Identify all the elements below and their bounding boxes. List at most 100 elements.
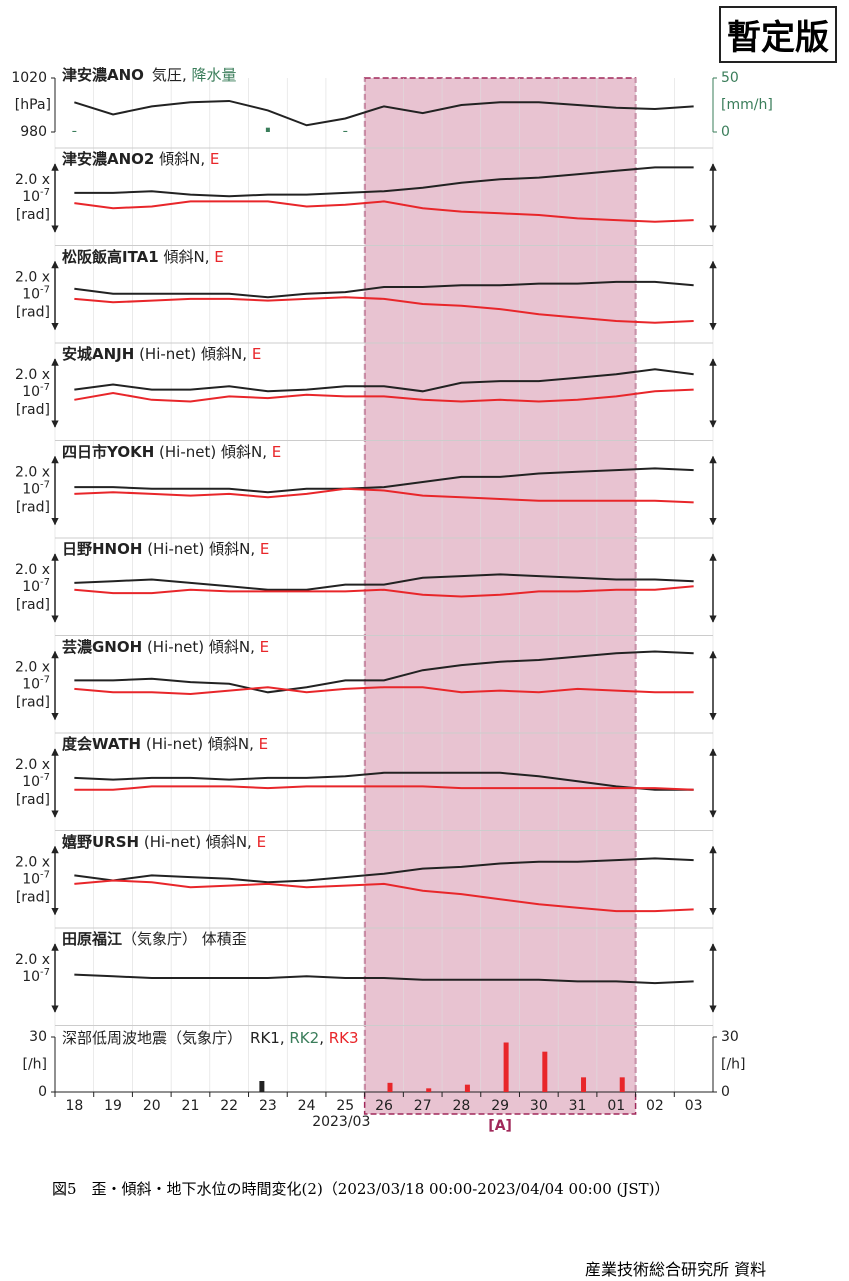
scale-base: 10 [22, 189, 40, 205]
tilt-line [74, 857, 694, 884]
x-tick-label: 03 [685, 1098, 703, 1114]
y2-tick-label: 50 [721, 70, 739, 86]
legend-entry: RK2 [289, 1029, 328, 1047]
legend-entry: N [193, 248, 214, 266]
x-tick-label: 19 [104, 1098, 122, 1114]
x-tick-label: 23 [259, 1098, 277, 1114]
eq-bar [503, 1042, 509, 1092]
eq-bar [387, 1082, 393, 1092]
x-tick-label: 01 [607, 1098, 625, 1114]
station-name: 芸濃GNOH [62, 637, 143, 656]
scale-label: 2.0 x [15, 952, 50, 968]
x-tick-label: 21 [182, 1098, 200, 1114]
x-tick-label: 28 [452, 1098, 470, 1114]
tilt-line [74, 388, 694, 403]
scale-power: 10-7 [22, 870, 50, 888]
scale-label: 2.0 x [15, 270, 50, 286]
panel-subtitle: (Hi-net) 傾斜 [142, 540, 240, 558]
scale-unit: [rad] [16, 207, 50, 223]
scale-label: 2.0 x [15, 367, 50, 383]
scale-power: 10-7 [22, 480, 50, 498]
scale-label: 2.0 x [15, 465, 50, 481]
rain-bar [265, 127, 270, 132]
scale-base: 10 [22, 872, 40, 888]
scale-exp: -7 [40, 870, 50, 881]
legend-entry: N [239, 638, 260, 656]
scale-power: 10-7 [22, 577, 50, 595]
legend: NE [251, 443, 281, 461]
stamp: 暫定版 [719, 6, 837, 63]
panel-subtitle: (Hi-net) 傾斜 [139, 832, 236, 851]
tilt-line [74, 585, 694, 598]
tilt-line [74, 771, 694, 791]
tilt-line [74, 973, 694, 985]
x-tick-label: 22 [220, 1098, 238, 1114]
scale-power: 10-7 [22, 187, 50, 205]
legend-entry: RK1 [250, 1029, 289, 1047]
eq-bar [542, 1051, 548, 1092]
scale-exp: -7 [40, 675, 50, 686]
scale-unit: [rad] [16, 597, 50, 613]
scale-label: 2.0 x [15, 855, 50, 871]
legend: NE [238, 735, 268, 753]
scale-base: 10 [22, 384, 40, 400]
scale-power: 10-7 [22, 382, 50, 400]
station-name: 田原福江 [62, 930, 123, 948]
legend: 気圧降水量 [152, 66, 237, 84]
x-tick-label: 18 [65, 1098, 83, 1114]
scale-label: 2.0 x [15, 562, 50, 578]
x-tick-label: 27 [414, 1098, 432, 1114]
panel-title: 嬉野URSH (Hi-net) 傾斜NE [62, 831, 266, 852]
x-axis-label: 2023/03 [312, 1114, 370, 1130]
station-name: 松阪飯高ITA1 [62, 247, 159, 266]
legend-entry: N [231, 345, 252, 363]
legend: NE [189, 150, 219, 168]
tilt-line [74, 487, 694, 504]
scale-base: 10 [22, 774, 40, 790]
tilt-line [74, 785, 694, 791]
panel-subtitle: (Hi-net) 傾斜 [142, 637, 239, 656]
legend-entry: N [189, 150, 210, 168]
legend-entry: E [251, 345, 262, 363]
y-tick-label: 30 [29, 1029, 47, 1045]
tilt-line [74, 879, 694, 913]
legend-entry: E [259, 540, 270, 558]
x-tick-label: 31 [569, 1098, 587, 1114]
x-tick-label: 30 [530, 1098, 548, 1114]
eq-bar [619, 1077, 625, 1092]
legend-entry: E [214, 247, 224, 266]
legend-entry: E [259, 637, 270, 656]
highlight-region [363, 77, 637, 1115]
scale-exp: -7 [40, 772, 50, 783]
y-tick-label: 0 [38, 1084, 47, 1100]
panel-subtitle: (Hi-net) 傾斜 [141, 735, 238, 753]
scale-base: 10 [22, 579, 40, 595]
scale-exp: -7 [40, 577, 50, 588]
scale-exp: -7 [40, 285, 50, 296]
footer: 産業技術総合研究所 資料 [585, 1260, 767, 1279]
legend-entry: N [251, 443, 272, 461]
legend: NE [239, 540, 269, 558]
legend-entry: E [258, 735, 269, 753]
panel-title: 安城ANJH (Hi-net) 傾斜NE [62, 343, 261, 364]
panel-title: 田原福江（気象庁） 体積歪 [62, 928, 247, 949]
eq-bar [464, 1084, 470, 1092]
legend-entry: 降水量 [191, 66, 237, 84]
y2-tick-label: 0 [721, 1084, 730, 1100]
panel-subtitle: 深部低周波地震（気象庁） [62, 1028, 243, 1047]
scale-exp: -7 [40, 187, 50, 198]
scale-unit: [rad] [16, 500, 50, 516]
station-name: 日野HNOH [62, 540, 143, 558]
station-name: 津安濃ANO [62, 66, 144, 84]
tilt-line [74, 296, 694, 324]
station-name: 津安濃ANO2 [62, 150, 155, 168]
rain-bar [343, 130, 348, 132]
panel-subtitle: 傾斜 [154, 150, 190, 168]
legend: NE [231, 345, 261, 363]
legend-entry: N [238, 735, 259, 753]
y2-tick-label: 30 [721, 1029, 739, 1045]
scale-exp: -7 [40, 480, 50, 491]
legend: NE [239, 638, 269, 656]
legend: RK1RK2RK3 [250, 1029, 359, 1047]
